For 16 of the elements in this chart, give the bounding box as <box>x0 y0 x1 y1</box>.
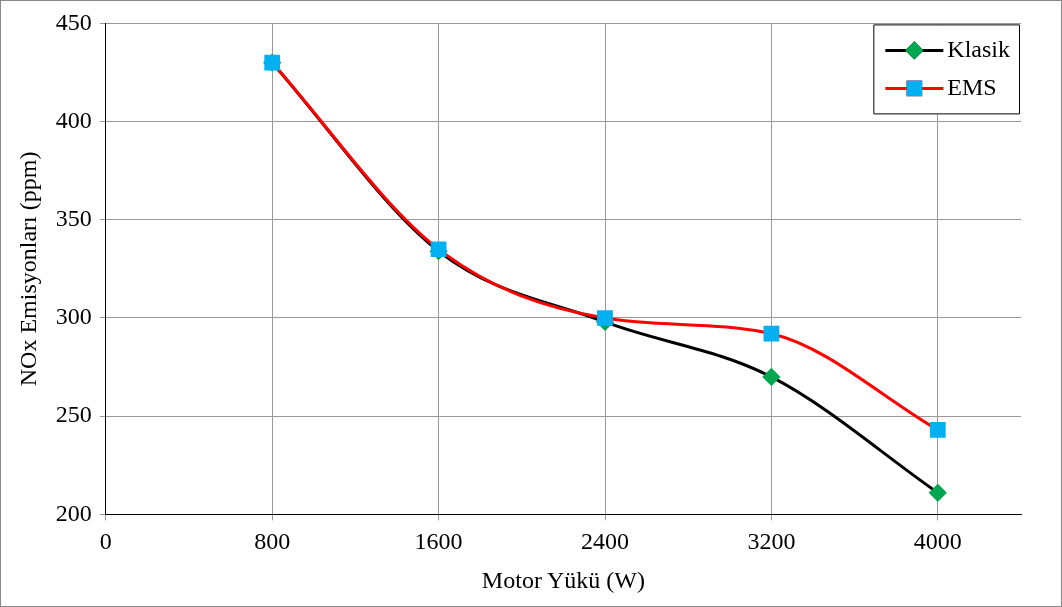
y-tick-label: 350 <box>55 205 92 232</box>
x-axis-title: Motor Yükü (W) <box>481 566 645 593</box>
x-tick-label: 3200 <box>747 528 796 555</box>
x-tick-label: 0 <box>99 528 112 555</box>
y-tick-label: 400 <box>55 106 92 133</box>
x-tick-label: 4000 <box>913 528 962 555</box>
legend-label: EMS <box>947 73 997 100</box>
legend-label: Klasik <box>947 35 1011 62</box>
x-tick-label: 800 <box>254 528 291 555</box>
y-axis-title: NOx Emisyonları (ppm) <box>14 151 41 387</box>
y-tick-label: 250 <box>55 401 92 428</box>
x-tick-label: 2400 <box>581 528 629 555</box>
x-tick-label: 1600 <box>414 528 463 555</box>
y-tick-label: 200 <box>55 499 92 526</box>
y-tick-label: 450 <box>55 8 92 35</box>
y-tick-label: 300 <box>55 303 92 330</box>
